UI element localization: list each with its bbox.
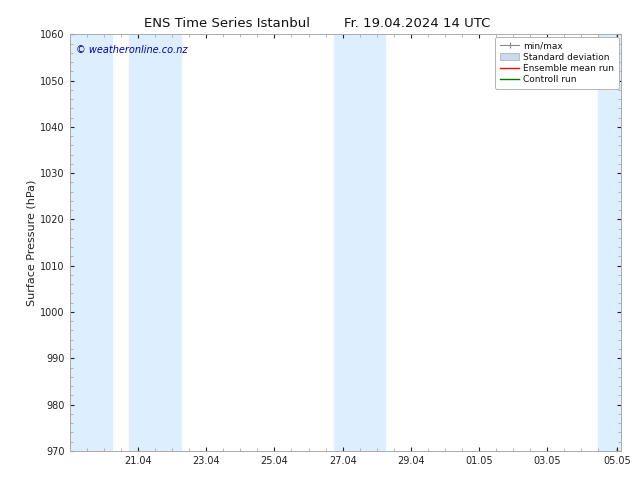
Bar (129, 34, 181, 451)
Legend: min/max, Standard deviation, Ensemble mean run, Controll run: min/max, Standard deviation, Ensemble me… (495, 37, 619, 89)
Y-axis label: Surface Pressure (hPa): Surface Pressure (hPa) (26, 179, 36, 306)
Text: ENS Time Series Istanbul        Fr. 19.04.2024 14 UTC: ENS Time Series Istanbul Fr. 19.04.2024 … (144, 17, 490, 30)
Bar (334, 34, 385, 451)
Bar (70, 34, 112, 451)
Bar (598, 34, 634, 451)
Text: © weatheronline.co.nz: © weatheronline.co.nz (76, 45, 188, 55)
